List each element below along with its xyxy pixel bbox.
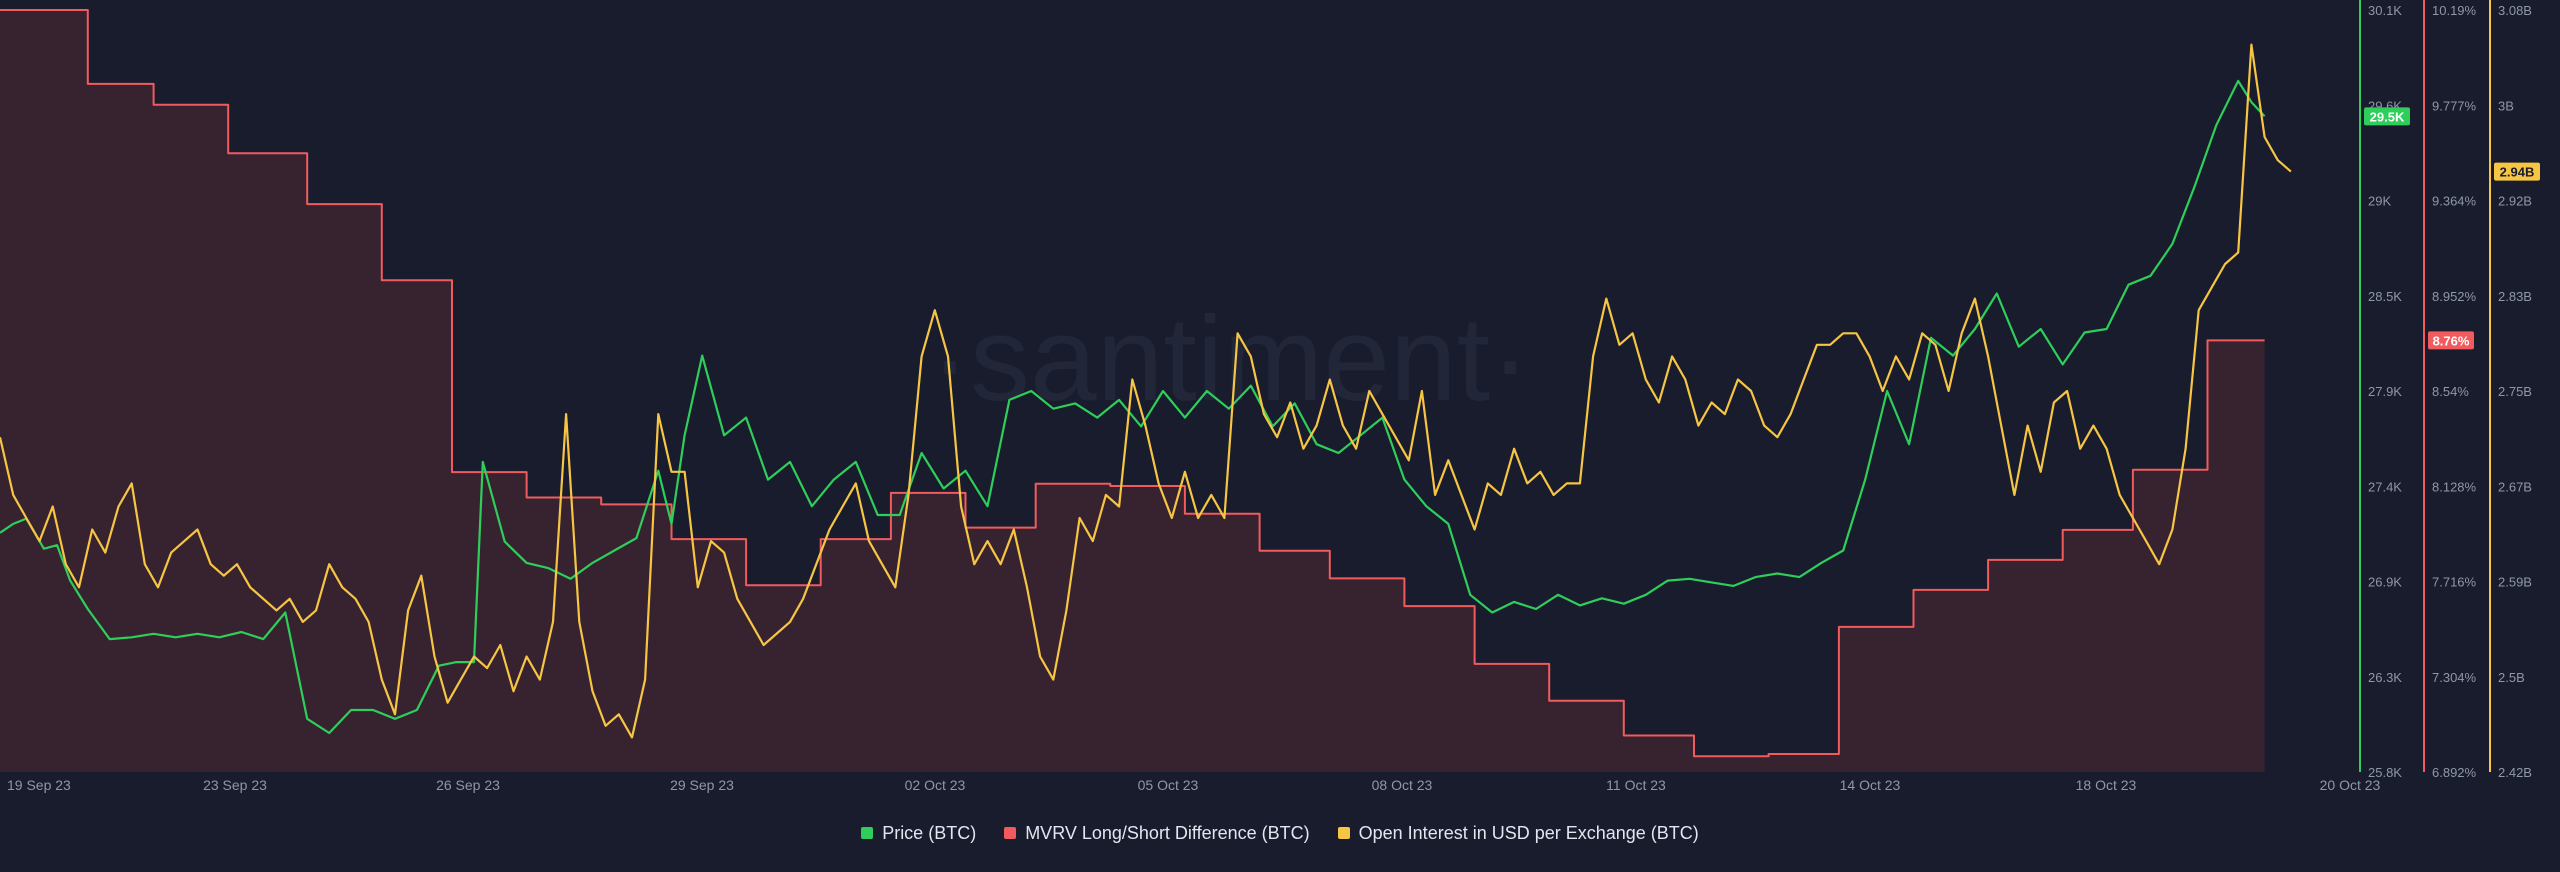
x-axis-tick-label: 05 Oct 23 <box>1138 777 1199 793</box>
price-axis-tick-label: 30.1K <box>2368 3 2402 18</box>
legend-label-mvrv: MVRV Long/Short Difference (BTC) <box>1025 822 1310 843</box>
open-interest-axis-tick-label: 2.75B <box>2498 384 2532 399</box>
x-axis-tick-label: 20 Oct 23 <box>2320 777 2381 793</box>
open-interest-axis-tick-label: 3.08B <box>2498 3 2532 18</box>
x-axis-tick-label: 08 Oct 23 <box>1372 777 1433 793</box>
legend-label-price: Price (BTC) <box>882 822 977 843</box>
mvrv-line <box>0 9 2265 758</box>
x-axis-tick-label: 19 Sep 23 <box>7 777 71 793</box>
legend-item-mvrv[interactable]: MVRV Long/Short Difference (BTC) <box>1004 822 1310 844</box>
open-interest-axis-tick-label: 3B <box>2498 98 2514 113</box>
mvrv-axis-tick-label: 8.952% <box>2432 289 2477 304</box>
price-axis-tick-label: 29K <box>2368 194 2391 209</box>
open-interest-axis-tick-label: 2.83B <box>2498 289 2532 304</box>
price-axis-tick-label: 28.5K <box>2368 289 2402 304</box>
x-axis-tick-label: 23 Sep 23 <box>203 777 267 793</box>
mvrv-axis-tick-label: 7.716% <box>2432 575 2477 590</box>
open-interest-axis-tick-label: 2.92B <box>2498 194 2532 209</box>
x-axis-tick-label: 29 Sep 23 <box>670 777 734 793</box>
open-interest-value-badge-label: 2.94B <box>2500 165 2535 180</box>
mvrv-value-badge-label: 8.76% <box>2433 333 2470 348</box>
x-axis-tick-label: 11 Oct 23 <box>1606 777 1666 793</box>
price-axis-tick-label: 26.9K <box>2368 575 2402 590</box>
mvrv-value-badge <box>2428 331 2474 350</box>
price-axis-tick-label: 26.3K <box>2368 670 2402 685</box>
price-line <box>0 79 2266 735</box>
x-axis-tick-label: 02 Oct 23 <box>905 777 966 793</box>
price-axis-tick-label: 25.8K <box>2368 765 2402 780</box>
open-interest-axis-tick-label: 2.42B <box>2498 765 2532 780</box>
x-axis-tick-label: 14 Oct 23 <box>1840 777 1901 793</box>
open-interest-swatch-icon <box>1337 827 1350 839</box>
mvrv-axis-tick-label: 8.128% <box>2432 479 2477 494</box>
price-axis-tick-label: 27.9K <box>2368 384 2402 399</box>
mvrv-axis-tick-label: 7.304% <box>2432 670 2477 685</box>
open-interest-axis-tick-label: 2.59B <box>2498 575 2532 590</box>
open-interest-line <box>0 43 2292 739</box>
open-interest-axis-tick-label: 2.5B <box>2498 670 2525 685</box>
mvrv-axis-tick-label: 8.54% <box>2432 384 2469 399</box>
legend-item-open-interest[interactable]: Open Interest in USD per Exchange (BTC) <box>1337 822 1699 844</box>
x-axis-tick-label: 26 Sep 23 <box>436 777 500 793</box>
chart-legend: Price (BTC) MVRV Long/Short Difference (… <box>0 820 2560 846</box>
price-value-badge-label: 29.5K <box>2370 109 2405 124</box>
price-value-badge <box>2364 107 2410 126</box>
mvrv-axis-tick-label: 9.364% <box>2432 194 2477 209</box>
open-interest-value-badge <box>2494 162 2540 181</box>
open-interest-axis-tick-label: 2.67B <box>2498 479 2532 494</box>
price-swatch-icon <box>861 827 874 839</box>
mvrv-axis-tick-label: 10.19% <box>2432 3 2477 18</box>
price-axis-tick-label: 27.4K <box>2368 479 2402 494</box>
x-axis-tick-label: 18 Oct 23 <box>2076 777 2137 793</box>
mvrv-swatch-icon <box>1004 827 1017 839</box>
mvrv-axis-tick-label: 6.892% <box>2432 765 2477 780</box>
legend-label-open-interest: Open Interest in USD per Exchange (BTC) <box>1358 822 1699 843</box>
mvrv-axis-tick-label: 9.777% <box>2432 98 2477 113</box>
mvrv-area-fill <box>0 10 2265 772</box>
legend-item-price[interactable]: Price (BTC) <box>861 823 976 844</box>
watermark-text: ·santiment· <box>930 292 1530 426</box>
